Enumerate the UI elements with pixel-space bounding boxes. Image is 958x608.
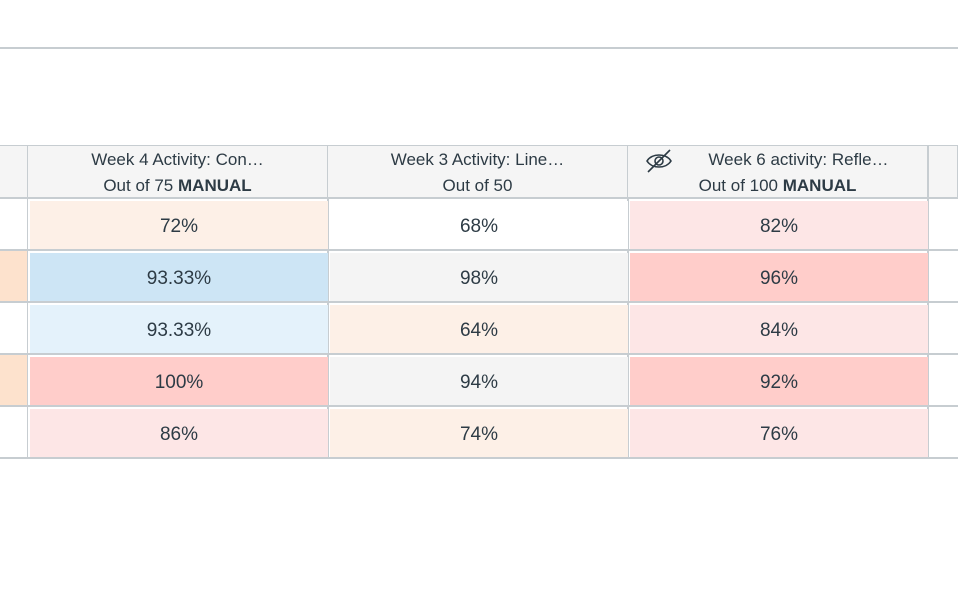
grade-cell[interactable]: 86%: [30, 409, 328, 457]
column-separator: [327, 199, 329, 249]
grade-cell[interactable]: 92%: [630, 357, 928, 405]
grade-cell[interactable]: 96%: [630, 253, 928, 301]
table-row: 93.33% 64% 84%: [0, 303, 958, 355]
row-left-stub: [0, 303, 28, 353]
column-separator: [327, 251, 329, 301]
grade-cell[interactable]: 82%: [630, 201, 928, 249]
column-separator: [327, 355, 329, 405]
column-separator: [927, 355, 929, 405]
grade-cell[interactable]: 94%: [330, 357, 628, 405]
grade-cell[interactable]: 64%: [330, 305, 628, 353]
grade-cell[interactable]: 93.33%: [30, 305, 328, 353]
header-left-stub: [0, 146, 28, 198]
column-title[interactable]: Week 6 activity: Refle…: [708, 150, 889, 169]
column-header-week3[interactable]: Week 3 Activity: Line… Out of 50: [328, 146, 628, 198]
column-separator: [327, 303, 329, 353]
manual-tag: MANUAL: [178, 176, 252, 195]
header-right-stub: [928, 146, 958, 198]
grade-cell[interactable]: 84%: [630, 305, 928, 353]
column-separator: [627, 355, 629, 405]
table-row: 86% 74% 76%: [0, 407, 958, 459]
grade-cell[interactable]: 68%: [330, 201, 628, 249]
table-row: 72% 68% 82%: [0, 199, 958, 251]
grade-cell[interactable]: 74%: [330, 409, 628, 457]
row-left-stub: [0, 199, 28, 249]
table-row: 93.33% 98% 96%: [0, 251, 958, 303]
column-points: Out of 100 MANUAL: [698, 176, 857, 195]
column-header-week4[interactable]: Week 4 Activity: Con… Out of 75 MANUAL: [28, 146, 328, 198]
grade-cell[interactable]: 93.33%: [30, 253, 328, 301]
column-separator: [927, 199, 929, 249]
row-left-stub: [0, 251, 28, 301]
grade-cell[interactable]: 98%: [330, 253, 628, 301]
column-separator: [927, 407, 929, 457]
column-separator: [627, 199, 629, 249]
table-row: 100% 94% 92%: [0, 355, 958, 407]
header-row: Week 4 Activity: Con… Out of 75 MANUAL W…: [0, 145, 958, 199]
column-title[interactable]: Week 4 Activity: Con…: [91, 150, 264, 169]
column-points: Out of 50: [442, 176, 513, 195]
manual-tag: MANUAL: [782, 176, 857, 195]
column-separator: [927, 251, 929, 301]
top-divider: [0, 47, 958, 49]
grade-cell[interactable]: 76%: [630, 409, 928, 457]
column-points: Out of 75 MANUAL: [103, 176, 252, 195]
column-separator: [627, 303, 629, 353]
column-title[interactable]: Week 3 Activity: Line…: [390, 150, 565, 169]
row-left-stub: [0, 407, 28, 457]
column-separator: [627, 251, 629, 301]
column-header-week6[interactable]: Week 6 activity: Refle… Out of 100 MANUA…: [628, 146, 928, 198]
grade-cell[interactable]: 72%: [30, 201, 328, 249]
row-left-stub: [0, 355, 28, 405]
column-separator: [927, 303, 929, 353]
eye-slash-icon: [646, 149, 672, 173]
column-separator: [627, 407, 629, 457]
column-separator: [327, 407, 329, 457]
grade-cell[interactable]: 100%: [30, 357, 328, 405]
